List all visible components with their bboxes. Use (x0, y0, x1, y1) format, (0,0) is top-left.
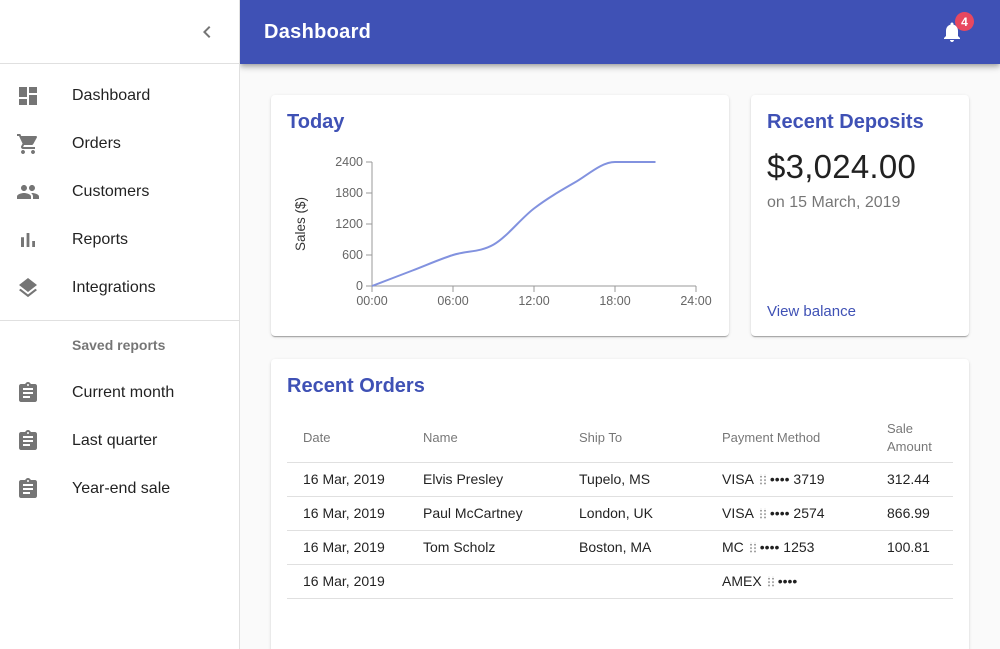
sidebar-item-customers[interactable]: Customers (0, 168, 239, 216)
table-row: 16 Mar, 2019 Paul McCartney London, UK V… (287, 496, 953, 531)
layers-icon (16, 276, 40, 300)
deposits-card-title: Recent Deposits (767, 111, 924, 133)
column-header-sale-amount: Sale Amount (871, 414, 953, 463)
order-name: Elvis Presley (407, 462, 563, 497)
sidebar-item-dashboard[interactable]: Dashboard (0, 72, 239, 120)
missing-glyph-icon (757, 474, 766, 485)
bell-icon (940, 20, 964, 44)
sidebar-header (0, 0, 239, 64)
column-header-payment-method: Payment Method (706, 414, 871, 463)
chart-card-title: Today (287, 111, 345, 133)
sidebar-item-label: Dashboard (72, 87, 151, 104)
sidebar-item-reports[interactable]: Reports (0, 216, 239, 264)
order-date: 16 Mar, 2019 (287, 462, 407, 497)
table-row: 16 Mar, 2019 Tom Scholz Boston, MA MC •••… (287, 530, 953, 565)
order-ship-to: London, UK (563, 496, 706, 531)
svg-text:1200: 1200 (335, 217, 363, 231)
order-date: 16 Mar, 2019 (287, 530, 407, 565)
order-amount: 312.44 (871, 462, 953, 497)
today-sales-chart: 0 600 1200 1800 2400 00:00 06:00 12:00 18:00 24:0… (293, 155, 712, 308)
svg-text:1800: 1800 (335, 186, 363, 200)
recent-orders-card: Recent Orders Date Name Ship To Payment … (271, 359, 969, 649)
sidebar-item-integrations[interactable]: Integrations (0, 264, 239, 312)
assignment-icon (16, 477, 40, 501)
order-amount: 100.81 (871, 530, 953, 565)
column-header-date: Date (287, 414, 407, 463)
deposit-date: on 15 March, 2019 (767, 194, 901, 211)
table-row: 16 Mar, 2019 Elvis Presley Tupelo, MS VI… (287, 462, 953, 497)
sidebar-item-current-month[interactable]: Current month (0, 369, 239, 417)
order-date: 16 Mar, 2019 (287, 564, 407, 599)
recent-deposits-card: Recent Deposits $3,024.00 on 15 March, 2… (751, 95, 969, 336)
sidebar-item-label: Orders (72, 135, 121, 152)
order-name: Paul McCartney (407, 496, 563, 531)
deposit-amount: $3,024.00 (767, 148, 917, 185)
svg-text:24:00: 24:00 (680, 294, 711, 308)
sidebar-divider (0, 320, 239, 321)
orders-card-title: Recent Orders (287, 375, 425, 397)
notifications-button[interactable]: 4 (928, 8, 976, 56)
missing-glyph-icon (765, 576, 774, 587)
order-amount (871, 564, 953, 599)
sidebar-item-last-quarter[interactable]: Last quarter (0, 417, 239, 465)
order-date: 16 Mar, 2019 (287, 496, 407, 531)
svg-text:00:00: 00:00 (356, 294, 387, 308)
order-ship-to (563, 564, 706, 599)
view-balance-link[interactable]: View balance (767, 303, 856, 320)
assignment-icon (16, 381, 40, 405)
main-content: Today 0 600 1200 1800 2400 00:00 06:00 12:00 18:… (240, 64, 1000, 649)
svg-text:0: 0 (356, 279, 363, 293)
orders-table-header: Date Name Ship To Payment Method Sale Am… (287, 414, 953, 463)
order-name (407, 564, 563, 599)
svg-text:12:00: 12:00 (518, 294, 549, 308)
dashboard-icon (16, 84, 40, 108)
order-payment: MC •••• 1253 (706, 530, 871, 565)
order-payment: VISA •••• 2574 (706, 496, 871, 531)
page-title: Dashboard (264, 20, 372, 43)
assignment-icon (16, 429, 40, 453)
today-chart-card: Today 0 600 1200 1800 2400 00:00 06:00 12:00 18:… (271, 95, 729, 336)
main-nav-list: Dashboard Orders Customers Reports Integ… (0, 64, 239, 320)
appbar: Dashboard 4 (240, 0, 1000, 64)
sidebar: Dashboard Orders Customers Reports Integ… (0, 0, 240, 649)
orders-table: Date Name Ship To Payment Method Sale Am… (287, 414, 953, 599)
svg-text:06:00: 06:00 (437, 294, 468, 308)
saved-reports-subheader: Saved reports (72, 337, 166, 353)
missing-glyph-icon (757, 508, 766, 519)
column-header-ship-to: Ship To (563, 414, 706, 463)
table-row: 16 Mar, 2019 AMEX •••• (287, 564, 953, 599)
sidebar-item-label: Customers (72, 183, 150, 200)
sidebar-item-label: Year-end sale (72, 480, 171, 497)
collapse-drawer-button[interactable] (185, 10, 229, 54)
missing-glyph-icon (747, 542, 756, 553)
chevron-left-icon (195, 20, 219, 44)
order-payment: VISA •••• 3719 (706, 462, 871, 497)
sidebar-item-label: Last quarter (72, 432, 158, 449)
order-payment: AMEX •••• (706, 564, 871, 599)
notifications-badge: 4 (955, 12, 974, 31)
order-amount: 866.99 (871, 496, 953, 531)
bar-chart-icon (16, 228, 40, 252)
sidebar-item-label: Integrations (72, 279, 156, 296)
order-ship-to: Tupelo, MS (563, 462, 706, 497)
svg-text:600: 600 (342, 248, 363, 262)
sidebar-item-orders[interactable]: Orders (0, 120, 239, 168)
column-header-name: Name (407, 414, 563, 463)
svg-text:Sales ($): Sales ($) (293, 197, 308, 251)
sidebar-item-label: Current month (72, 384, 175, 401)
people-icon (16, 180, 40, 204)
order-name: Tom Scholz (407, 530, 563, 565)
order-ship-to: Boston, MA (563, 530, 706, 565)
svg-text:2400: 2400 (335, 155, 363, 169)
saved-reports-list: Saved reports Current month Last quarter… (0, 321, 239, 521)
sidebar-item-label: Reports (72, 231, 129, 248)
sidebar-item-year-end-sale[interactable]: Year-end sale (0, 465, 239, 513)
svg-text:18:00: 18:00 (599, 294, 630, 308)
shopping-cart-icon (16, 132, 40, 156)
